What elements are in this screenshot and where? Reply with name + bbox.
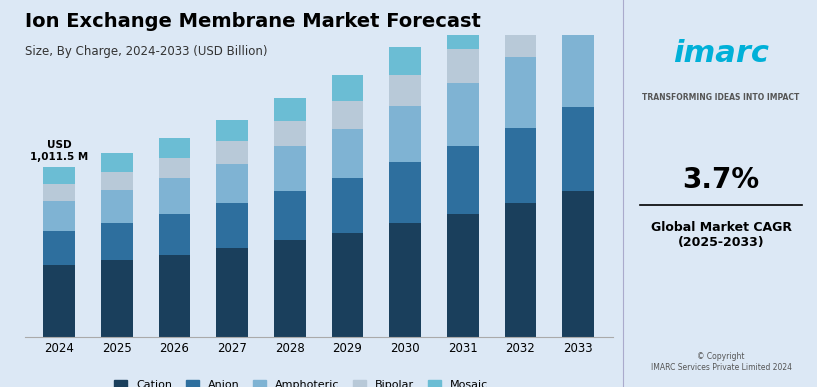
Bar bbox=[101, 223, 132, 260]
Text: TRANSFORMING IDEAS INTO IMPACT: TRANSFORMING IDEAS INTO IMPACT bbox=[642, 93, 800, 102]
Bar bbox=[332, 129, 364, 178]
Bar bbox=[101, 190, 132, 223]
Bar bbox=[447, 84, 479, 146]
Bar bbox=[447, 214, 479, 337]
Bar bbox=[332, 101, 364, 129]
Bar bbox=[505, 128, 536, 203]
Bar bbox=[274, 121, 306, 146]
Bar bbox=[217, 141, 248, 164]
Bar bbox=[389, 106, 421, 162]
Bar bbox=[562, 191, 594, 337]
Text: imarc: imarc bbox=[673, 39, 769, 68]
Text: USD
1,011.5 M: USD 1,011.5 M bbox=[30, 140, 88, 162]
Bar bbox=[101, 171, 132, 190]
Bar bbox=[43, 184, 75, 201]
Bar bbox=[217, 164, 248, 203]
Bar bbox=[332, 233, 364, 337]
Text: Global Market CAGR
(2025-2033): Global Market CAGR (2025-2033) bbox=[650, 221, 792, 248]
Bar bbox=[43, 201, 75, 231]
Bar bbox=[217, 203, 248, 248]
Bar bbox=[43, 167, 75, 184]
Bar bbox=[217, 248, 248, 337]
Bar bbox=[101, 260, 132, 337]
Bar bbox=[505, 19, 536, 57]
Bar bbox=[389, 75, 421, 106]
Text: 3.7%: 3.7% bbox=[682, 166, 760, 194]
Bar bbox=[274, 240, 306, 337]
Bar bbox=[389, 224, 421, 337]
Bar bbox=[43, 265, 75, 337]
Bar bbox=[158, 178, 190, 214]
Bar bbox=[274, 98, 306, 121]
Bar bbox=[389, 162, 421, 224]
Bar bbox=[447, 146, 479, 214]
Bar bbox=[217, 120, 248, 141]
Bar bbox=[274, 146, 306, 191]
Bar bbox=[505, 203, 536, 337]
Bar bbox=[43, 231, 75, 265]
Bar bbox=[447, 49, 479, 84]
Bar bbox=[505, 0, 536, 19]
Bar bbox=[562, 28, 594, 107]
Bar bbox=[562, 107, 594, 191]
Text: Size, By Charge, 2024-2033 (USD Billion): Size, By Charge, 2024-2033 (USD Billion) bbox=[25, 45, 267, 58]
Bar bbox=[389, 46, 421, 75]
Bar bbox=[158, 138, 190, 158]
Bar bbox=[562, 0, 594, 28]
Bar bbox=[332, 75, 364, 101]
Bar bbox=[158, 255, 190, 337]
Bar bbox=[447, 16, 479, 49]
Bar bbox=[274, 191, 306, 240]
Bar bbox=[158, 214, 190, 255]
Bar bbox=[332, 178, 364, 233]
Bar bbox=[101, 153, 132, 171]
Bar bbox=[505, 57, 536, 128]
Bar bbox=[158, 158, 190, 178]
Legend: Cation, Anion, Amphoteric, Bipolar, Mosaic: Cation, Anion, Amphoteric, Bipolar, Mosa… bbox=[109, 375, 493, 387]
Text: Ion Exchange Membrane Market Forecast: Ion Exchange Membrane Market Forecast bbox=[25, 12, 480, 31]
Text: © Copyright
IMARC Services Private Limited 2024: © Copyright IMARC Services Private Limit… bbox=[650, 352, 792, 372]
